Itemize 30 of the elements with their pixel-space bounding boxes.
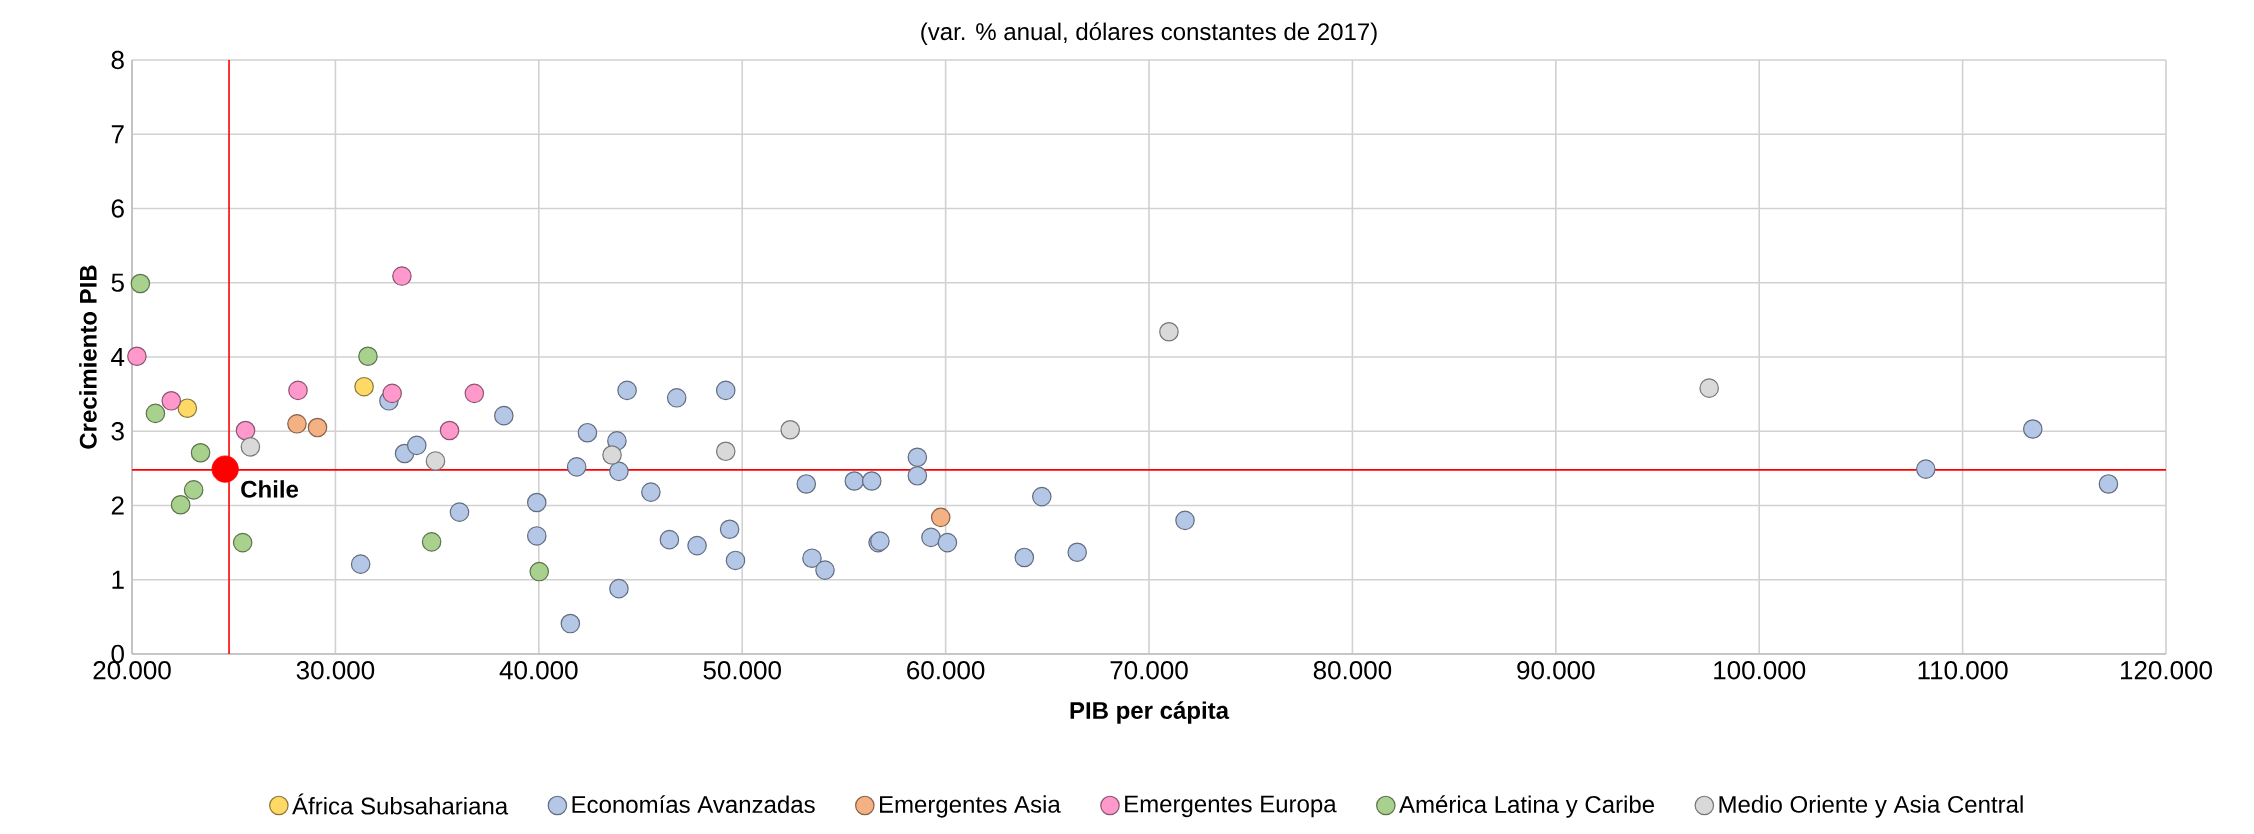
- x-tick-label: 70.000: [1110, 661, 1188, 680]
- y-tick-label: 2: [111, 496, 124, 515]
- y-tick-label: 8: [111, 50, 124, 70]
- x-tick-label: 110.000: [1918, 661, 2008, 680]
- legend-label: Emergentes Europa: [1125, 795, 1337, 818]
- x-tick-label: 60.000: [907, 661, 985, 680]
- y-axis-title: Crecimiento PIB: [79, 265, 97, 449]
- legend-label: América Latina y Caribe: [1399, 795, 1654, 818]
- legend-label: Economías Avanzadas: [572, 795, 815, 814]
- x-tick-label: 20.000: [93, 661, 171, 680]
- legend-label: Emergentes Asia: [880, 795, 1061, 818]
- y-tick-label: 3: [111, 422, 124, 441]
- chart-subtitle: (var. % anual, dólares constantes de 2017): [921, 22, 1377, 45]
- y-tick-label: 6: [111, 199, 124, 218]
- x-tick-label: 30.000: [296, 661, 375, 680]
- x-tick-label: 50.000: [703, 661, 781, 680]
- x-tick-label: 100.000: [1714, 661, 1806, 680]
- annotation: Chile: [241, 480, 299, 498]
- y-tick-label: 5: [111, 273, 124, 292]
- x-tick-label: 120.000: [2120, 661, 2212, 680]
- legend-label: África Subsahariana: [292, 793, 509, 815]
- y-tick-label: 1: [112, 570, 124, 589]
- y-tick-label: 0: [111, 644, 124, 664]
- y-tick-label: 7: [111, 125, 124, 144]
- x-tick-label: 40.000: [499, 661, 578, 680]
- y-tick-label: 4: [111, 348, 125, 366]
- x-axis-title: PIB per cápita: [1070, 701, 1230, 724]
- legend-label: Medio Oriente y Asia Central: [1719, 795, 2023, 818]
- x-tick-label: 90.000: [1517, 661, 1595, 680]
- x-tick-label: 80.000: [1313, 661, 1392, 680]
